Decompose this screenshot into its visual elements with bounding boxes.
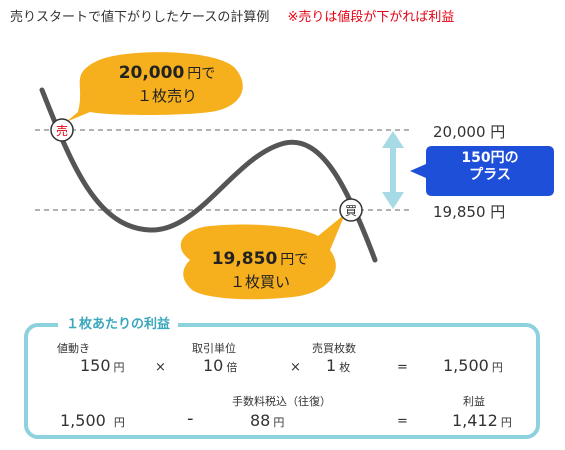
times-operator-1: × [155,360,166,375]
buy-bubble-price: 19,850 [211,249,278,269]
sell-bubble-shape [66,52,243,122]
trade-unit-unit: 倍 [226,361,238,374]
label-price-move: 値動き [57,342,90,355]
buy-marker-label: 買 [345,204,357,218]
label-profit: 利益 [463,395,485,408]
profit-number: 1,412 [452,411,498,430]
equals-operator-2: = [397,414,408,429]
buy-bubble-text: 19,850 円で １枚買い [185,248,335,293]
value-profit: 1,412 円 [452,411,512,430]
title-note: ※売りは値段が下がれば利益 [287,10,455,25]
sell-bubble-yen: 円で [187,66,216,82]
lots-unit: 枚 [339,361,351,374]
sell-marker-circle [50,118,74,142]
value-result: 1,500 円 [443,356,503,375]
profit-tag-line1: 150円の [461,150,519,166]
value-trade-unit: 10 倍 [203,356,237,375]
page-title: 売りスタートで値下がりしたケースの計算例 ※売りは値段が下がれば利益 [10,6,454,25]
profit-tag-line2: プラス [469,167,511,183]
buy-marker-circle [339,198,363,222]
buy-bubble-shape [180,214,345,300]
sell-marker-label: 売 [56,123,68,138]
value-fee: 88 円 [250,411,284,430]
label-fee: 手数料税込（往復） [232,395,331,408]
price-gap-arrow [382,131,404,209]
result-number: 1,500 [443,356,489,375]
calc-panel [24,323,540,439]
sell-bubble-text: 20,000 円で １枚売り [92,62,242,107]
price-move-number: 150 [80,356,111,375]
result-unit: 円 [491,361,503,374]
title-text: 売りスタートで値下がりしたケースの計算例 [10,10,270,25]
fee-number: 88 [250,411,271,430]
value-price-move: 150 円 [80,356,125,375]
sell-bubble-price: 20,000 [118,63,185,83]
price-label-low: 19,850 円 [433,203,506,221]
profit-tag-text: 150円の プラス [432,150,548,184]
label-lots: 売買枚数 [312,342,356,355]
gross-number: 1,500 [60,411,106,430]
value-gross: 1,500 円 [60,411,125,430]
profit-tag-shape [410,146,554,196]
buy-bubble-yen: 円で [280,252,309,268]
gross-unit: 円 [113,416,125,429]
price-curve [39,87,378,263]
lots-number: 1 [326,356,337,375]
price-move-unit: 円 [113,361,125,374]
calc-panel-title: １枚あたりの利益 [58,313,179,332]
buy-bubble-line2: １枚買い [229,273,290,291]
trade-unit-number: 10 [203,356,224,375]
label-trade-unit: 取引単位 [192,342,236,355]
fee-unit: 円 [273,416,285,429]
profit-unit: 円 [500,416,512,429]
minus-operator: - [187,408,194,429]
equals-operator-1: = [397,360,408,375]
price-label-high: 20,000 円 [433,123,506,141]
sell-bubble-line2: １枚売り [136,87,197,105]
times-operator-2: × [290,360,301,375]
